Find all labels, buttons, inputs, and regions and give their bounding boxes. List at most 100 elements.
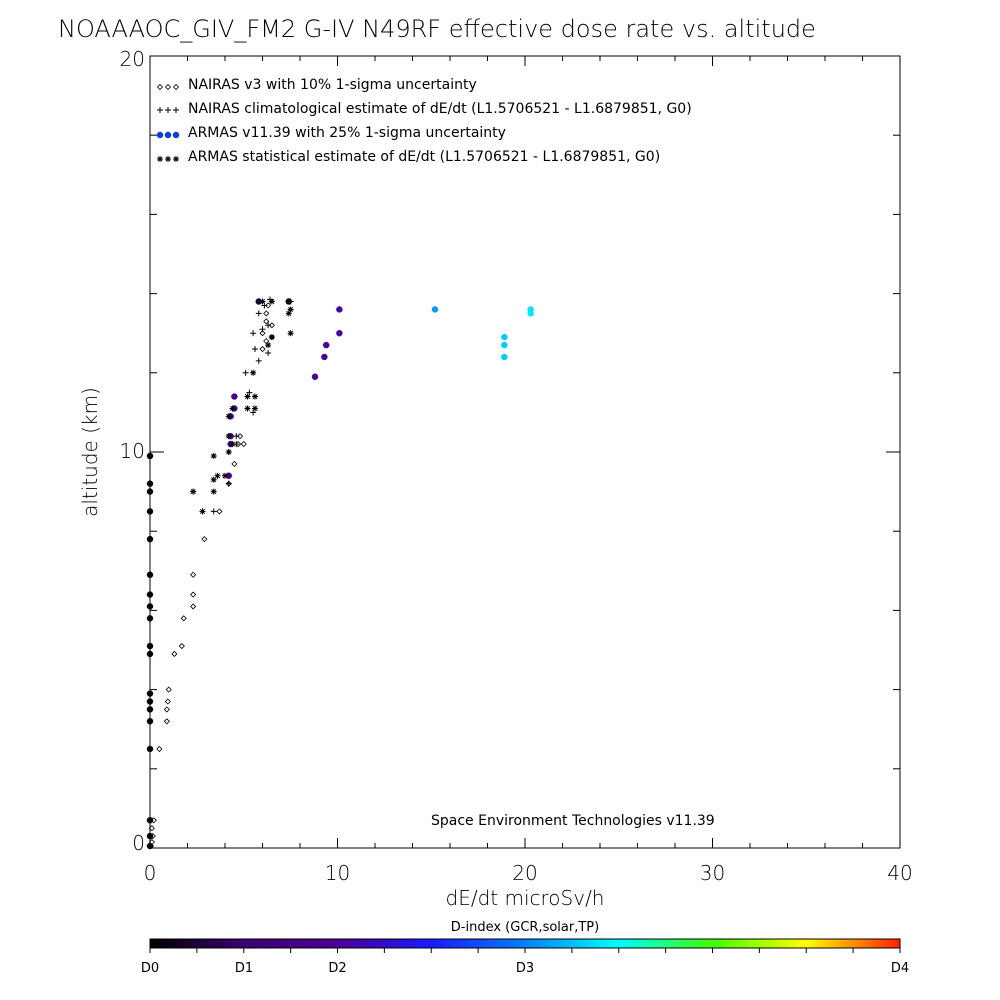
nairas-v3-point bbox=[163, 706, 170, 713]
nairas-climatology-point bbox=[265, 350, 272, 356]
legend-diamond-symbol bbox=[172, 83, 180, 91]
armas-point bbox=[231, 393, 238, 400]
nairas-v3-point bbox=[236, 433, 244, 440]
nairas-v3-point bbox=[180, 615, 187, 622]
armas-point bbox=[146, 650, 154, 658]
nairas-v3-point bbox=[190, 591, 197, 598]
armas-statistical-point bbox=[225, 449, 232, 455]
legend-entry-armas-statistical: ARMAS statistical estimate of dE/dt (L1.… bbox=[188, 149, 660, 165]
armas-point bbox=[501, 353, 508, 361]
nairas-v3-point bbox=[163, 718, 170, 725]
armas-statistical-point bbox=[287, 306, 294, 313]
colorbar-label-d4: D4 bbox=[891, 961, 909, 976]
legend-plus-symbol bbox=[173, 107, 179, 113]
armas-statistical-point bbox=[268, 334, 275, 341]
armas-point bbox=[146, 745, 154, 753]
armas-statistical-point bbox=[287, 330, 294, 337]
legend-plus-symbol bbox=[165, 107, 171, 113]
armas-point bbox=[146, 842, 154, 850]
x-tick-label-40: 40 bbox=[887, 861, 912, 885]
nairas-v3-point bbox=[265, 302, 272, 309]
armas-statistical-point bbox=[244, 405, 251, 412]
colorbar-ticks bbox=[149, 948, 901, 953]
x-tick-label-20: 20 bbox=[512, 861, 537, 885]
armas-point bbox=[146, 480, 154, 487]
armas-point bbox=[146, 603, 154, 610]
armas-point bbox=[146, 591, 154, 598]
nairas-climatology-point bbox=[210, 508, 217, 515]
armas-statistical-point bbox=[229, 441, 236, 448]
x-tick-label-0: 0 bbox=[144, 861, 157, 885]
colorbar bbox=[149, 938, 901, 949]
credit-annotation: Space Environment Technologies v11.39 bbox=[431, 813, 715, 829]
armas-point bbox=[146, 690, 154, 697]
nairas-v3-point bbox=[178, 642, 185, 650]
legend-asterisk-symbol bbox=[157, 156, 163, 162]
x-axis-ticks bbox=[149, 56, 901, 848]
armas-point bbox=[501, 341, 508, 349]
legend-dot-symbol bbox=[172, 131, 180, 139]
armas-point bbox=[146, 535, 154, 543]
legend-dot-symbol bbox=[156, 131, 164, 139]
armas-point bbox=[146, 817, 154, 824]
legend-marker-filled-circle bbox=[156, 131, 180, 139]
y-axis-ticks bbox=[150, 55, 900, 849]
y-tick-label-20: 20 bbox=[120, 47, 145, 71]
nairas-v3-point bbox=[156, 745, 163, 753]
colorbar-title: D-index (GCR,solar,TP) bbox=[451, 920, 599, 935]
armas-point bbox=[323, 341, 330, 349]
data-points bbox=[146, 296, 534, 850]
nairas-climatology-point bbox=[259, 326, 266, 333]
nairas-v3-point bbox=[240, 441, 247, 448]
colorbar-label-d1: D1 bbox=[235, 961, 253, 976]
nairas-climatology-point bbox=[252, 346, 258, 353]
x-axis-label: dE/dt microSv/h bbox=[446, 886, 605, 910]
armas-statistical-point bbox=[285, 310, 292, 317]
armas-statistical-point bbox=[210, 488, 217, 495]
armas-statistical-point bbox=[225, 413, 232, 420]
legend-plus-symbol bbox=[157, 107, 163, 113]
armas-point bbox=[146, 706, 154, 713]
x-tick-label-30: 30 bbox=[700, 861, 725, 885]
nairas-v3-point bbox=[263, 310, 270, 317]
armas-statistical-point bbox=[259, 298, 266, 305]
y-tick-label-0: 0 bbox=[132, 831, 145, 855]
armas-statistical-point bbox=[252, 393, 258, 400]
armas-statistical-point bbox=[199, 508, 206, 515]
armas-point bbox=[336, 329, 343, 337]
armas-point bbox=[146, 488, 154, 495]
nairas-v3-point bbox=[148, 825, 155, 832]
armas-point bbox=[501, 333, 508, 341]
nairas-v3-point bbox=[171, 650, 178, 658]
armas-statistical-point bbox=[250, 369, 257, 376]
armas-statistical-point bbox=[268, 298, 275, 305]
nairas-v3-point bbox=[201, 536, 208, 543]
armas-point bbox=[146, 832, 154, 840]
nairas-climatology-point bbox=[242, 369, 249, 376]
armas-statistical-point bbox=[210, 452, 217, 459]
nairas-v3-point bbox=[164, 698, 171, 705]
armas-point bbox=[527, 306, 534, 313]
armas-point bbox=[321, 353, 328, 361]
legend: NAIRAS v3 with 10% 1-sigma uncertainty N… bbox=[156, 77, 692, 165]
armas-point bbox=[336, 306, 343, 313]
legend-diamond-symbol bbox=[156, 83, 164, 91]
nairas-v3-point bbox=[259, 345, 266, 353]
armas-statistical-point bbox=[214, 472, 221, 479]
y-axis-label: altitude (km) bbox=[78, 387, 102, 517]
nairas-v3-point bbox=[165, 686, 172, 693]
armas-point bbox=[146, 615, 154, 622]
colorbar-label-d3: D3 bbox=[516, 961, 534, 976]
legend-marker-asterisk bbox=[157, 156, 179, 162]
legend-marker-plus bbox=[157, 107, 179, 113]
nairas-climatology-point bbox=[225, 480, 232, 487]
armas-statistical-point bbox=[229, 405, 236, 412]
armas-point bbox=[146, 642, 154, 650]
armas-point bbox=[146, 452, 154, 460]
nairas-v3-point bbox=[190, 571, 197, 578]
nairas-climatology-point bbox=[233, 433, 240, 440]
nairas-climatology-point bbox=[255, 310, 262, 317]
y-tick-label-10: 10 bbox=[120, 439, 145, 463]
armas-point bbox=[146, 718, 154, 725]
